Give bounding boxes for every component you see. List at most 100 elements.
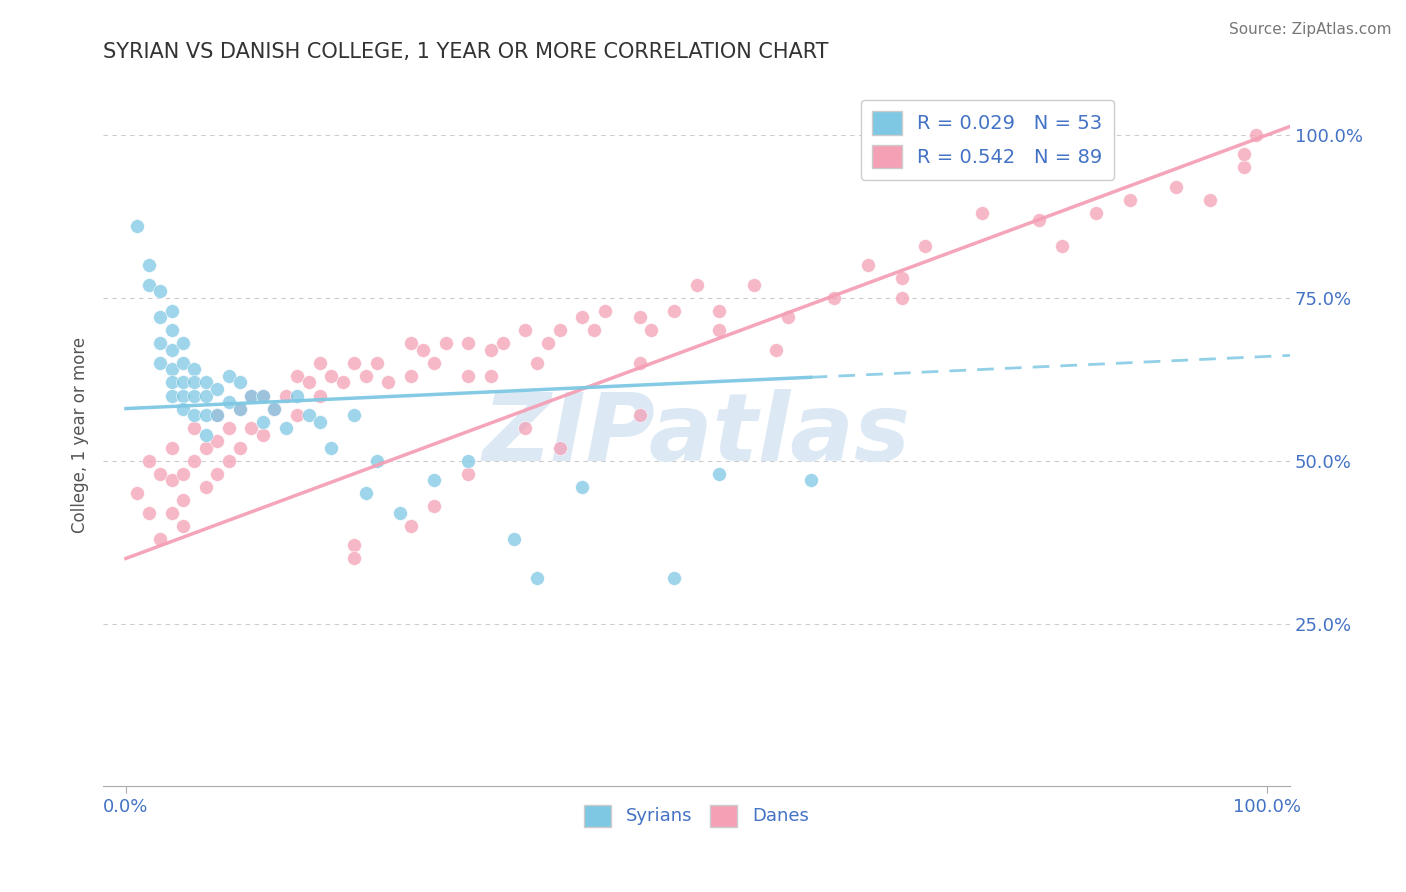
- Point: [628, 356, 651, 370]
- Point: [160, 303, 183, 318]
- Point: [160, 343, 183, 357]
- Point: [423, 356, 446, 370]
- Point: [138, 258, 160, 272]
- Point: [388, 506, 411, 520]
- Point: [709, 323, 731, 337]
- Point: [160, 376, 183, 390]
- Point: [172, 388, 194, 402]
- Point: [548, 441, 571, 455]
- Point: [343, 408, 366, 422]
- Point: [401, 519, 423, 533]
- Point: [343, 356, 366, 370]
- Point: [343, 551, 366, 566]
- Point: [515, 323, 537, 337]
- Point: [183, 421, 205, 435]
- Point: [1119, 193, 1142, 207]
- Point: [160, 506, 183, 520]
- Point: [1244, 128, 1267, 142]
- Point: [1085, 206, 1108, 220]
- Point: [1233, 161, 1256, 175]
- Point: [207, 434, 229, 449]
- Legend: Syrians, Danes: Syrians, Danes: [576, 797, 815, 834]
- Point: [662, 571, 685, 585]
- Point: [218, 395, 240, 409]
- Point: [457, 453, 479, 467]
- Point: [240, 388, 263, 402]
- Point: [800, 473, 823, 487]
- Point: [628, 408, 651, 422]
- Point: [412, 343, 434, 357]
- Point: [172, 376, 194, 390]
- Text: Source: ZipAtlas.com: Source: ZipAtlas.com: [1229, 22, 1392, 37]
- Point: [685, 277, 707, 292]
- Point: [252, 388, 274, 402]
- Point: [207, 467, 229, 481]
- Point: [548, 323, 571, 337]
- Point: [252, 415, 274, 429]
- Text: ZIPatlas: ZIPatlas: [482, 389, 911, 481]
- Point: [742, 277, 765, 292]
- Point: [765, 343, 787, 357]
- Point: [160, 473, 183, 487]
- Point: [343, 538, 366, 552]
- Point: [526, 571, 548, 585]
- Point: [297, 376, 319, 390]
- Point: [229, 441, 252, 455]
- Point: [149, 310, 172, 325]
- Point: [662, 303, 685, 318]
- Point: [491, 336, 513, 351]
- Point: [1164, 180, 1187, 194]
- Point: [138, 506, 160, 520]
- Point: [709, 303, 731, 318]
- Point: [1028, 212, 1050, 227]
- Point: [891, 271, 914, 285]
- Point: [434, 336, 457, 351]
- Y-axis label: College, 1 year or more: College, 1 year or more: [72, 336, 89, 533]
- Point: [149, 356, 172, 370]
- Point: [479, 368, 502, 383]
- Point: [160, 362, 183, 376]
- Point: [218, 453, 240, 467]
- Point: [218, 368, 240, 383]
- Point: [640, 323, 662, 337]
- Point: [366, 356, 388, 370]
- Point: [401, 336, 423, 351]
- Point: [309, 356, 332, 370]
- Point: [914, 238, 936, 252]
- Point: [571, 480, 593, 494]
- Point: [457, 336, 479, 351]
- Point: [183, 388, 205, 402]
- Point: [207, 382, 229, 396]
- Point: [1050, 238, 1073, 252]
- Point: [571, 310, 593, 325]
- Point: [823, 291, 845, 305]
- Point: [593, 303, 616, 318]
- Point: [149, 285, 172, 299]
- Point: [172, 336, 194, 351]
- Point: [127, 219, 149, 233]
- Point: [354, 486, 377, 500]
- Point: [207, 408, 229, 422]
- Point: [207, 408, 229, 422]
- Point: [457, 467, 479, 481]
- Point: [194, 480, 217, 494]
- Point: [263, 401, 285, 416]
- Point: [138, 453, 160, 467]
- Point: [160, 323, 183, 337]
- Point: [229, 401, 252, 416]
- Point: [776, 310, 799, 325]
- Point: [183, 408, 205, 422]
- Point: [263, 401, 285, 416]
- Point: [183, 376, 205, 390]
- Point: [856, 258, 879, 272]
- Point: [274, 388, 297, 402]
- Point: [285, 408, 308, 422]
- Point: [582, 323, 605, 337]
- Point: [285, 388, 308, 402]
- Point: [172, 356, 194, 370]
- Point: [183, 362, 205, 376]
- Point: [194, 408, 217, 422]
- Point: [127, 486, 149, 500]
- Point: [194, 376, 217, 390]
- Point: [401, 368, 423, 383]
